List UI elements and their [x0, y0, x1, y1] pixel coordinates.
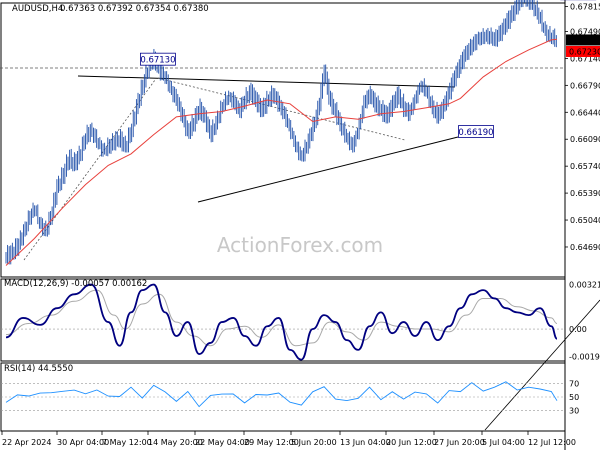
y-axis-labels: 0.67815 0.67490 0.67140 0.66790 0.66440 0.660… [565, 2, 600, 416]
price-tag-label: 0.67230 [569, 47, 600, 56]
y-tick-label: 0.66440 [570, 108, 600, 117]
annotation-label: 0.66190 [458, 128, 493, 138]
lower-trendline [197, 136, 459, 203]
x-tick-label: 5 Jun 20:00 [291, 438, 337, 447]
macd-signal-line [5, 289, 558, 347]
x-tick-label: 30 Apr 04:00 [57, 438, 109, 447]
rsi-tick-label: 50 [569, 393, 579, 402]
y-tick-label: 0.66090 [570, 135, 600, 144]
x-tick-label: 29 May 12:00 [244, 438, 299, 447]
macd-line [5, 283, 558, 361]
price-series [5, 0, 557, 265]
macd-tick-label: 0.00 [569, 325, 587, 334]
y-tick-label: 0.65740 [570, 162, 600, 171]
dotted-trend-left [23, 79, 156, 261]
x-tick-label: 22 May 04:00 [195, 438, 250, 447]
annotation-box [458, 125, 494, 138]
y-tick-label: 0.66790 [570, 81, 600, 90]
annotation-label: 0.67130 [140, 56, 175, 66]
moving-average-line [5, 38, 558, 266]
x-tick-label: 20 Jun 12:00 [386, 438, 437, 447]
price-tag [566, 45, 600, 57]
upper-trendline [77, 75, 456, 88]
price-tag [566, 34, 600, 46]
x-tick-label: 5 Jul 04:00 [482, 438, 525, 447]
y-tick-label: 0.67490 [570, 27, 600, 36]
rsi-title: RSI(14) 44.5550 [4, 364, 73, 374]
trendlines [0, 67, 600, 431]
macd-tick-label: -0.001981 [569, 353, 600, 362]
y-tick-label: 0.65040 [570, 216, 600, 225]
dotted-trend-mid [157, 77, 406, 141]
x-tick-label: 7 May 12:00 [102, 438, 152, 447]
chart-title: AUDUSD,H4 [12, 4, 63, 14]
macd-tick-label: 0.003216 [569, 280, 600, 289]
watermark: ActionForex.com [217, 233, 383, 257]
y-tick-label: 0.65390 [570, 189, 600, 198]
ohlc-values: 0.67363 0.67392 0.67354 0.67380 [60, 4, 209, 14]
x-tick-label: 14 May 20:00 [148, 438, 203, 447]
annotation-box [140, 52, 176, 66]
panel-titles: AUDUSD,H4 0.67363 0.67392 0.67354 0.6738… [4, 4, 209, 374]
y-tick-label: 0.64690 [570, 243, 600, 252]
price-tag-label: 0.67380 [569, 36, 600, 45]
x-tick-label: 22 Apr 2024 [2, 438, 51, 447]
macd-divergence-line [484, 299, 600, 431]
moving-average-path [5, 38, 558, 266]
x-tick-label: 12 Jul 12:00 [528, 438, 576, 447]
x-tick-label: 27 Jun 20:00 [434, 438, 485, 447]
rsi-tick-label: 70 [569, 379, 579, 388]
x-tick-label: 13 Jun 04:00 [340, 438, 391, 447]
y-tick-label: 0.67140 [570, 54, 600, 63]
y-tick-label: 0.67815 [570, 2, 600, 11]
rsi-tick-label: 30 [569, 407, 579, 416]
rsi-series [1, 381, 565, 411]
chart-frame [0, 0, 566, 450]
macd-title: MACD(12,26,9) -0.00057 0.00162 [4, 279, 147, 289]
rsi-line [5, 381, 558, 408]
macd-series [1, 283, 565, 361]
